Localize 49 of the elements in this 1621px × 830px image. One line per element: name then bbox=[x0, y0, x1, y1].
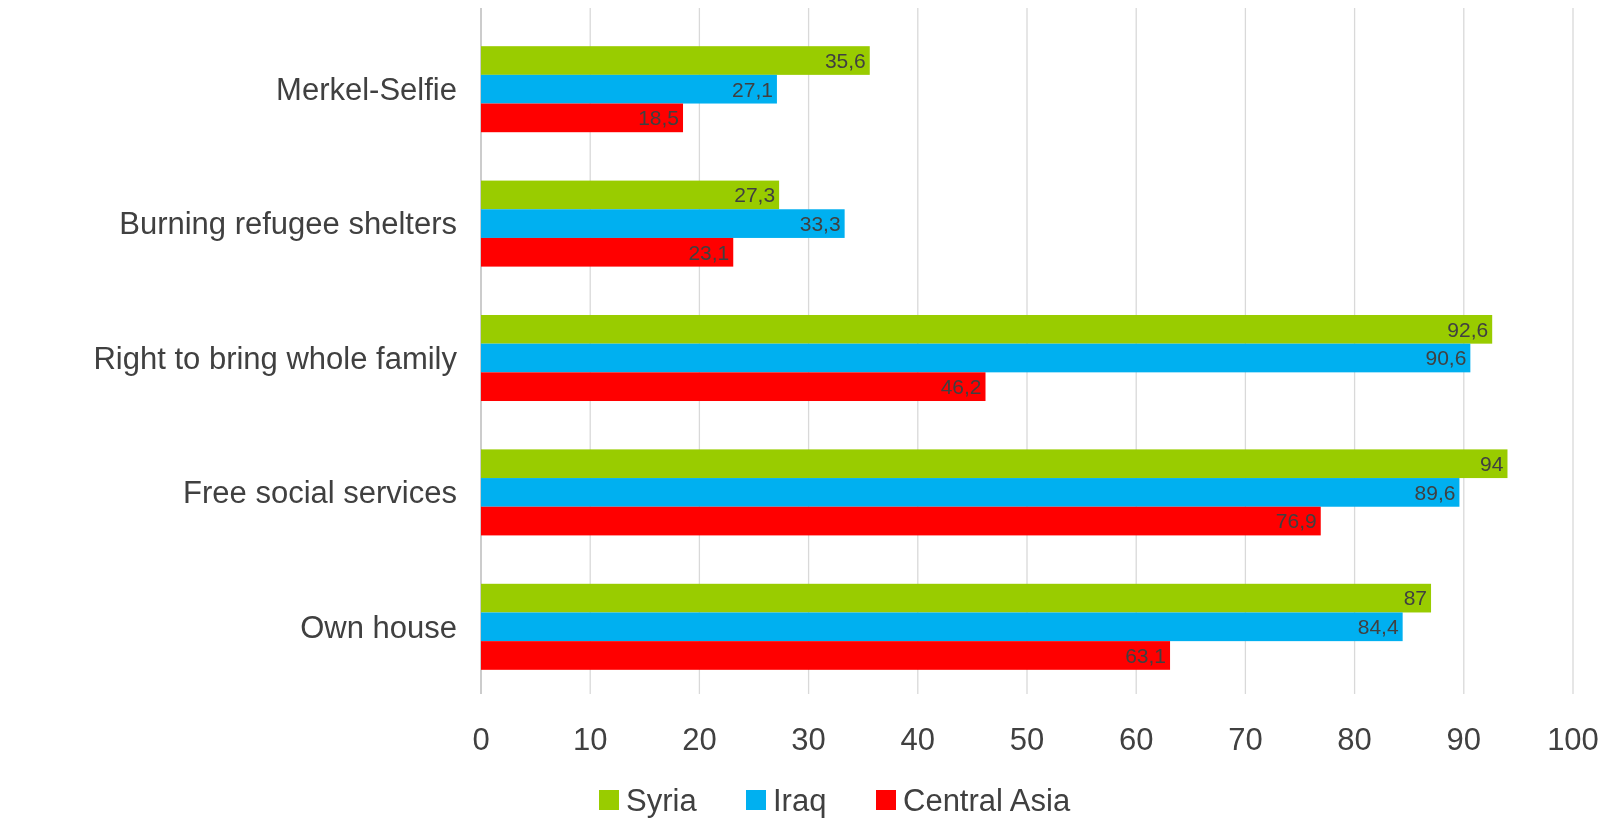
x-tick-label: 0 bbox=[472, 722, 490, 757]
bar bbox=[481, 237, 734, 267]
data-label: 76,9 bbox=[1275, 509, 1317, 533]
data-label: 87 bbox=[1403, 586, 1428, 610]
bar bbox=[481, 612, 1403, 642]
bar bbox=[481, 641, 1171, 670]
x-tick-label: 20 bbox=[682, 722, 717, 757]
data-label: 33,3 bbox=[799, 211, 841, 235]
y-tick-label: Merkel-Selfie bbox=[276, 72, 457, 108]
legend-label: Central Asia bbox=[903, 782, 1071, 818]
x-tick-label: 50 bbox=[1009, 722, 1045, 757]
bar bbox=[481, 46, 870, 75]
data-label: 94 bbox=[1480, 452, 1504, 476]
bar bbox=[481, 180, 780, 210]
x-tick-label: 70 bbox=[1228, 722, 1263, 757]
bar bbox=[481, 74, 777, 104]
x-tick-label: 90 bbox=[1446, 722, 1482, 757]
data-label: 27,3 bbox=[734, 183, 776, 207]
bar bbox=[481, 449, 1508, 479]
data-label: 35,6 bbox=[824, 48, 866, 72]
data-label: 63,1 bbox=[1125, 643, 1167, 667]
y-tick-label: Free social services bbox=[183, 475, 457, 511]
legend-label: Iraq bbox=[773, 782, 827, 818]
bar bbox=[481, 372, 986, 402]
x-tick-label: 80 bbox=[1337, 722, 1372, 757]
y-tick-label: Burning refugee shelters bbox=[119, 206, 457, 242]
data-label: 27,1 bbox=[732, 77, 773, 101]
data-label: 90,6 bbox=[1425, 346, 1467, 370]
bar bbox=[481, 103, 684, 133]
x-tick-label: 100 bbox=[1547, 722, 1599, 757]
bar bbox=[481, 478, 1460, 507]
data-label: 18,5 bbox=[638, 106, 680, 130]
bar bbox=[481, 209, 845, 238]
bar bbox=[481, 506, 1321, 536]
bar bbox=[481, 343, 1471, 373]
bar bbox=[481, 583, 1432, 613]
bar bbox=[481, 314, 1493, 344]
x-tick-label: 60 bbox=[1118, 722, 1154, 757]
x-tick-label: 30 bbox=[791, 722, 826, 757]
data-label: 84,4 bbox=[1357, 615, 1399, 639]
x-tick-label: 40 bbox=[900, 722, 936, 757]
data-label: 89,6 bbox=[1414, 480, 1456, 504]
y-tick-label: Own house bbox=[300, 609, 457, 645]
data-label: 23,1 bbox=[688, 240, 730, 264]
legend-label: Syria bbox=[626, 782, 698, 818]
x-tick-label: 10 bbox=[572, 722, 608, 757]
data-label: 46,2 bbox=[940, 375, 982, 399]
y-tick-label: Right to bring whole family bbox=[93, 340, 458, 376]
data-label: 92,6 bbox=[1447, 317, 1489, 341]
